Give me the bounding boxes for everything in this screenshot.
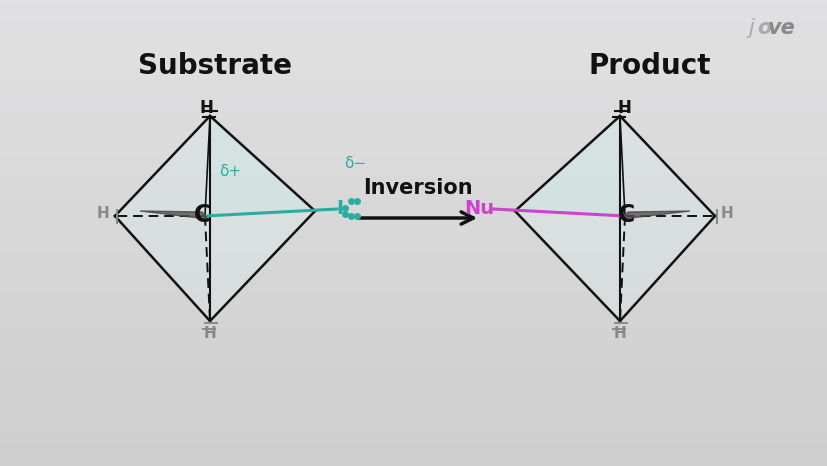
- Polygon shape: [115, 116, 210, 321]
- Polygon shape: [140, 211, 208, 219]
- Text: Nu: Nu: [463, 199, 494, 218]
- Text: C: C: [618, 203, 635, 227]
- Text: ve: ve: [767, 18, 795, 38]
- Text: I: I: [336, 199, 343, 218]
- Text: H: H: [203, 325, 216, 341]
- Text: δ+: δ+: [218, 164, 241, 178]
- Text: δ−: δ−: [343, 157, 366, 171]
- Polygon shape: [619, 116, 715, 321]
- Text: Product: Product: [588, 52, 710, 80]
- Text: C: C: [194, 203, 212, 227]
- Polygon shape: [205, 211, 314, 321]
- Text: o: o: [756, 18, 771, 38]
- Text: j: j: [747, 18, 753, 38]
- Text: H: H: [97, 206, 109, 221]
- Text: Inversion: Inversion: [362, 178, 471, 198]
- Polygon shape: [205, 116, 314, 216]
- Text: H: H: [719, 206, 733, 221]
- Text: H: H: [616, 99, 630, 117]
- Polygon shape: [514, 211, 624, 321]
- Text: H: H: [613, 325, 625, 341]
- Text: H: H: [198, 99, 213, 117]
- Polygon shape: [514, 116, 624, 216]
- Polygon shape: [621, 211, 689, 219]
- Text: Substrate: Substrate: [138, 52, 292, 80]
